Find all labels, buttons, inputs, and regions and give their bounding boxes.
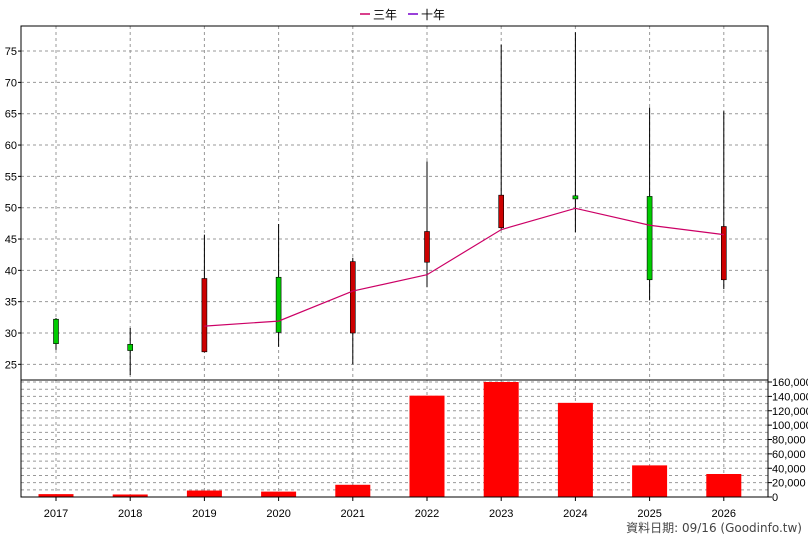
legend-label: 十年: [421, 8, 445, 22]
price-tick-label: 35: [5, 297, 17, 309]
x-tick-label: 2019: [192, 508, 216, 520]
volume-bar: [483, 382, 519, 497]
x-tick-label: 2025: [637, 508, 661, 520]
volume-tick-label: 80,000: [772, 435, 806, 447]
volume-tick-label: 160,000: [772, 377, 808, 389]
candle-body: [127, 343, 133, 351]
price-tick-label: 55: [5, 171, 17, 183]
data-date-footer: 資料日期: 09/16 (Goodinfo.tw): [626, 521, 802, 535]
x-tick-label: 2023: [489, 508, 513, 520]
price-tick-label: 30: [5, 328, 17, 340]
x-tick-label: 2020: [266, 508, 290, 520]
volume-bar: [557, 402, 593, 497]
volume-bar: [335, 484, 371, 497]
volume-bar: [409, 395, 445, 497]
volume-gridlines: [21, 380, 768, 497]
price-tick-label: 65: [5, 109, 17, 121]
price-tick-label: 70: [5, 77, 17, 89]
volume-tick-label: 60,000: [772, 449, 806, 461]
price-tick-label: 45: [5, 234, 17, 246]
x-tick-label: 2022: [415, 508, 439, 520]
x-tick-label: 2024: [563, 508, 587, 520]
volume-bar: [112, 494, 148, 497]
price-panel-frame: [20, 25, 769, 381]
volume-panel-frame: [20, 379, 769, 498]
volume-tick-label: 140,000: [772, 391, 808, 403]
x-tick-label: 2017: [44, 508, 68, 520]
volume-bar: [706, 474, 742, 497]
legend-label: 三年: [373, 8, 397, 22]
volume-tick-label: 100,000: [772, 420, 808, 432]
x-tick-label: 2018: [118, 508, 142, 520]
moving-average-lines: [204, 207, 724, 327]
x-tick-label: 2026: [712, 508, 736, 520]
volume-bar: [38, 494, 74, 497]
candle-body: [720, 226, 727, 281]
volume-tick-label: 40,000: [772, 463, 806, 475]
volume-bar: [632, 465, 668, 497]
price-tick-label: 50: [5, 203, 17, 215]
volume-bars: [38, 382, 742, 497]
price-tick-label: 25: [5, 359, 17, 371]
candle-body: [572, 195, 579, 200]
price-gridlines: [21, 26, 768, 380]
x-tick-label: 2021: [341, 508, 365, 520]
candle-body: [349, 261, 356, 334]
volume-tick-label: 120,000: [772, 406, 808, 418]
legend: 三年 十年: [360, 8, 445, 22]
volume-y-axis: 0 20,000 40,000 60,000 80,000 100,000 120,000 1…: [768, 377, 808, 504]
volume-tick-label: 0: [772, 492, 778, 504]
candle-body: [53, 318, 59, 344]
price-tick-label: 40: [5, 265, 17, 277]
series-line: [204, 207, 724, 327]
candle-body: [646, 196, 653, 281]
volume-bar: [261, 491, 297, 497]
candle-body: [424, 231, 430, 263]
price-tick-label: 75: [5, 46, 17, 58]
plot-frames: [20, 25, 769, 498]
price-tick-label: 60: [5, 140, 17, 152]
price-y-axis: 25 30 35 40 45 50 55 60 65 70 75: [5, 46, 21, 371]
volume-tick-label: 20,000: [772, 478, 806, 490]
candle-body: [498, 194, 505, 229]
volume-bar: [186, 490, 222, 497]
candle-body: [275, 276, 282, 333]
candle-body: [201, 278, 208, 353]
candlesticks: [53, 32, 727, 375]
x-axis: 2017 2018 2019 2020 2021 2022 2023 2024 2025 2026: [44, 497, 736, 520]
